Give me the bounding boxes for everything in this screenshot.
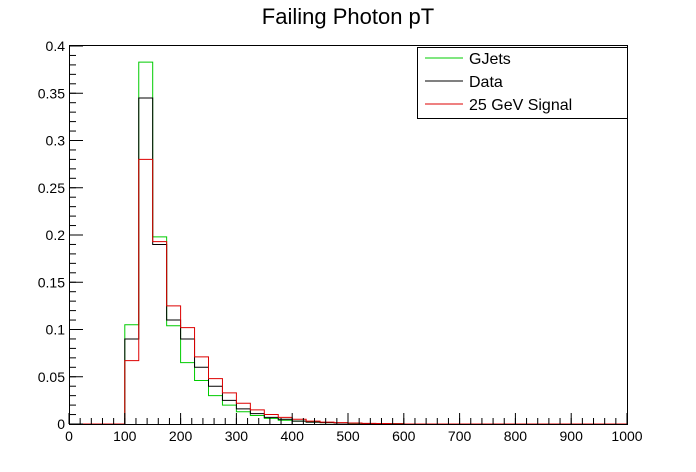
legend-label-1: Data <box>469 74 503 91</box>
legend-box <box>417 47 628 119</box>
x-tick-label-1: 100 <box>113 428 137 444</box>
y-tick-label-2: 0.1 <box>46 322 66 338</box>
legend-label-2: 25 GeV Signal <box>469 97 572 114</box>
y-tick-label-7: 0.35 <box>38 85 65 101</box>
y-tick-label-4: 0.2 <box>46 227 66 243</box>
series-line-2 <box>69 158 627 425</box>
x-tick-label-6: 600 <box>392 428 416 444</box>
y-tick-label-6: 0.3 <box>46 133 66 149</box>
legend: GJets Data 25 GeV Signal <box>417 47 628 119</box>
y-tick-label-8: 0.4 <box>46 38 66 54</box>
x-tick-label-0: 0 <box>65 428 73 444</box>
x-tick-label-10: 1000 <box>611 428 642 444</box>
series-line-1 <box>69 97 627 425</box>
x-tick-label-2: 200 <box>169 428 193 444</box>
x-tick-label-4: 400 <box>281 428 305 444</box>
x-tick-label-5: 500 <box>336 428 360 444</box>
legend-label-0: GJets <box>469 51 511 68</box>
y-tick-label-5: 0.25 <box>38 180 65 196</box>
x-tick-label-9: 900 <box>560 428 584 444</box>
x-tick-label-3: 300 <box>225 428 249 444</box>
axis-layer: 0 0.05 0.1 0.15 0.2 0.25 0.3 0.35 0.4 0 100 200 300 4… <box>38 38 643 444</box>
chart-title: Failing Photon pT <box>262 4 434 29</box>
y-tick-label-3: 0.15 <box>38 274 65 290</box>
x-tick-label-7: 700 <box>448 428 472 444</box>
y-tick-label-1: 0.05 <box>38 369 65 385</box>
y-tick-label-0: 0 <box>57 416 65 432</box>
x-tick-label-8: 800 <box>504 428 528 444</box>
